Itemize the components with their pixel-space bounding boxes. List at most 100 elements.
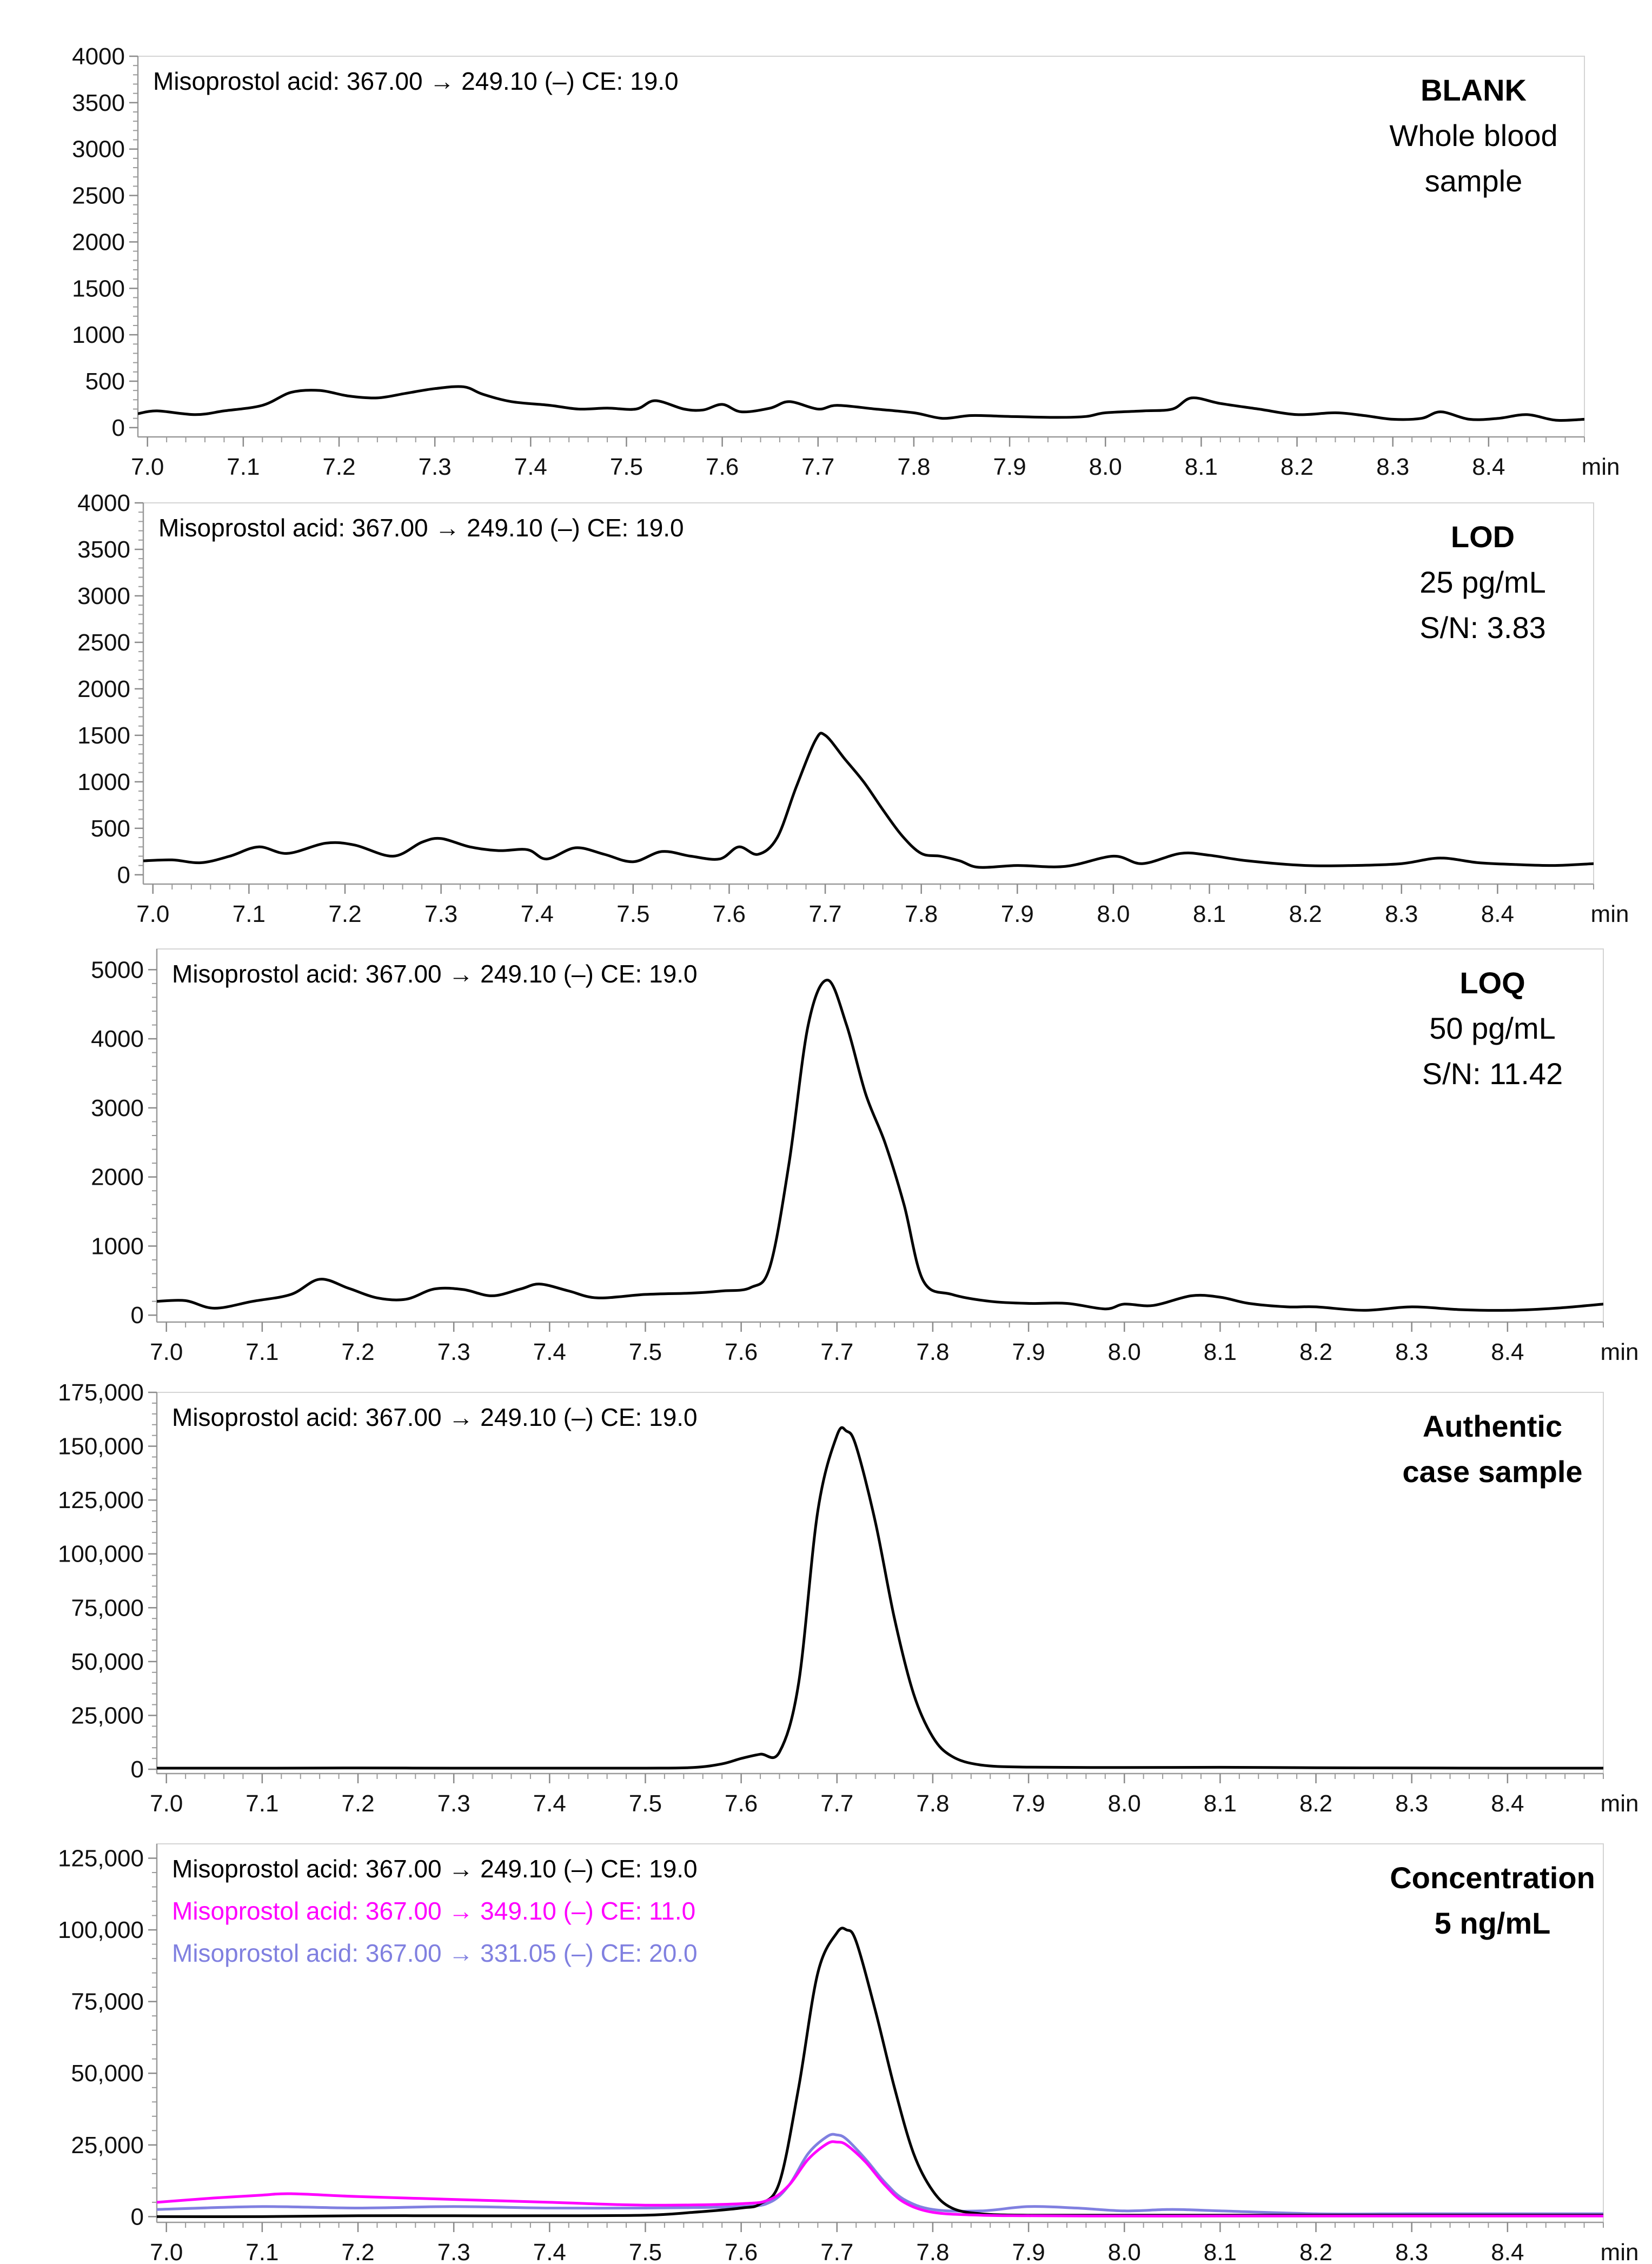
panel-label: 25 pg/mL: [1419, 565, 1546, 599]
series-line: [157, 2133, 1603, 2215]
y-tick-label: 150,000: [58, 1433, 144, 1460]
panel-label: 50 pg/mL: [1429, 1011, 1556, 1045]
x-tick-label: 7.5: [629, 2239, 662, 2264]
panel-authentic: 7.0 7.1 7.2 7.3 7.4 7.5 7.6 7.7 7.8 7.9 8.0 8.1 8.2 8…: [58, 1379, 1639, 1817]
x-tick-label: 8.0: [1097, 901, 1130, 927]
y-tick-label: 125,000: [58, 1487, 144, 1513]
x-tick-label: 8.1: [1193, 901, 1226, 927]
x-tick-label: 8.2: [1281, 454, 1313, 480]
series-line: [138, 385, 1584, 422]
panel-label: LOD: [1451, 520, 1515, 554]
x-tick-label: 7.5: [610, 454, 643, 480]
x-tick-label: 7.4: [533, 1339, 566, 1365]
x-tick-label: 7.1: [246, 1339, 278, 1365]
y-tick-label: 3500: [77, 536, 130, 563]
x-tick-label: 8.3: [1385, 901, 1418, 927]
x-tick-label: 8.1: [1185, 454, 1218, 480]
x-tick-label: 8.2: [1299, 1339, 1332, 1365]
y-tick-label: 3000: [77, 583, 130, 609]
x-tick-label: 8.1: [1204, 1339, 1237, 1365]
y-tick-label: 0: [117, 862, 130, 888]
plot-frame: [143, 502, 1594, 885]
x-tick-label: 8.0: [1108, 1339, 1141, 1365]
panel-label: LOQ: [1459, 966, 1525, 1000]
y-tick-label: 4000: [72, 43, 125, 70]
series-line: [157, 2140, 1603, 2217]
x-tick-label: 8.2: [1289, 901, 1322, 927]
x-tick-label: 7.8: [916, 1790, 949, 1817]
panel-label: Whole blood: [1389, 118, 1557, 152]
x-tick-label: 8.4: [1491, 1790, 1524, 1817]
x-axis-label: min: [1601, 1339, 1639, 1365]
x-tick-label: 7.3: [437, 1339, 470, 1365]
panel-loq: 7.0 7.1 7.2 7.3 7.4 7.5 7.6 7.7 7.8 7.9 8.0 8.1 8.2 8…: [91, 948, 1639, 1365]
series-title: Misoprostol acid: 367.00 → 249.10 (–) CE…: [158, 514, 684, 542]
x-tick-label: 7.2: [341, 2239, 374, 2264]
x-tick-label: 7.6: [713, 901, 746, 927]
y-tick-label: 0: [131, 2203, 144, 2230]
x-tick-label: 7.5: [629, 1790, 662, 1817]
y-tick-label: 100,000: [58, 1917, 144, 1943]
x-tick-label: 8.4: [1491, 1339, 1524, 1365]
x-tick-label: 7.3: [424, 901, 457, 927]
x-axis-label: min: [1601, 1790, 1639, 1817]
y-tick-label: 0: [131, 1756, 144, 1783]
x-axis-label: min: [1582, 454, 1620, 480]
x-tick-label: 7.6: [706, 454, 739, 480]
panel-label: 5 ng/mL: [1435, 1906, 1551, 1940]
series-title: Misoprostol acid: 367.00 → 331.05 (–) CE…: [172, 1939, 698, 1967]
x-tick-label: 7.7: [808, 901, 841, 927]
series-line: [157, 1927, 1603, 2219]
y-tick-label: 2000: [91, 1164, 144, 1191]
x-tick-label: 8.4: [1491, 2239, 1524, 2264]
x-tick-label: 7.7: [801, 454, 834, 480]
x-tick-label: 7.7: [820, 1339, 853, 1365]
panel-label: case sample: [1402, 1455, 1582, 1489]
series-line: [157, 1426, 1603, 1770]
x-tick-label: 7.0: [150, 1790, 183, 1817]
x-tick-label: 7.7: [820, 2239, 853, 2264]
y-tick-label: 1000: [77, 769, 130, 795]
series-line: [143, 732, 1594, 869]
y-tick-label: 0: [112, 415, 125, 441]
x-tick-label: 7.5: [629, 1339, 662, 1365]
y-tick-label: 0: [131, 1302, 144, 1329]
x-tick-label: 8.0: [1108, 2239, 1141, 2264]
x-tick-label: 7.9: [1001, 901, 1034, 927]
x-tick-label: 7.4: [533, 2239, 566, 2264]
y-tick-label: 2000: [72, 229, 125, 255]
y-tick-label: 500: [91, 815, 130, 842]
x-tick-label: 8.4: [1481, 901, 1514, 927]
x-tick-label: 7.0: [150, 2239, 183, 2264]
x-tick-label: 7.4: [533, 1790, 566, 1817]
y-tick-label: 3000: [91, 1095, 144, 1121]
x-tick-label: 7.8: [905, 901, 938, 927]
x-tick-label: 7.2: [341, 1339, 374, 1365]
x-tick-label: 7.8: [916, 2239, 949, 2264]
x-tick-label: 7.2: [322, 454, 355, 480]
x-tick-label: 8.1: [1204, 2239, 1237, 2264]
x-tick-label: 8.0: [1108, 1790, 1141, 1817]
series-title: Misoprostol acid: 367.00 → 249.10 (–) CE…: [172, 1403, 698, 1431]
x-tick-label: 7.0: [136, 901, 169, 927]
panel-lod: 7.0 7.1 7.2 7.3 7.4 7.5 7.6 7.7 7.8 7.9 8.0 8.1 8.2 8…: [77, 490, 1629, 927]
x-tick-label: 7.2: [341, 1790, 374, 1817]
x-tick-label: 7.8: [916, 1339, 949, 1365]
y-tick-label: 75,000: [71, 1989, 144, 2015]
x-tick-label: 7.6: [725, 1339, 758, 1365]
y-tick-label: 3500: [72, 90, 125, 116]
x-tick-label: 7.5: [616, 901, 649, 927]
x-tick-label: 8.3: [1395, 2239, 1428, 2264]
y-tick-label: 1500: [72, 275, 125, 302]
x-tick-label: 7.1: [233, 901, 266, 927]
y-tick-label: 2500: [72, 183, 125, 209]
panel-label: sample: [1425, 164, 1523, 198]
x-tick-label: 7.6: [725, 1790, 758, 1817]
x-tick-label: 8.3: [1395, 1790, 1428, 1817]
series-title: Misoprostol acid: 367.00 → 249.10 (–) CE…: [172, 1855, 698, 1883]
x-tick-label: 8.3: [1395, 1339, 1428, 1365]
y-tick-label: 5000: [91, 957, 144, 983]
x-tick-label: 7.7: [820, 1790, 853, 1817]
x-tick-label: 7.6: [725, 2239, 758, 2264]
